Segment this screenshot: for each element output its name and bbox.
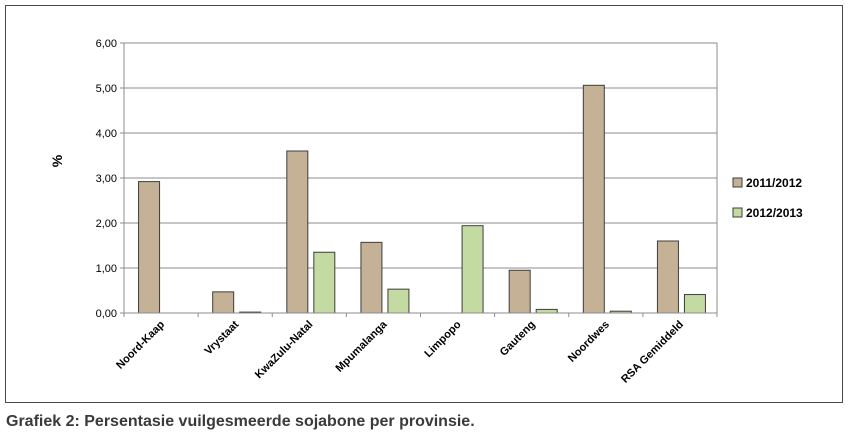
y-tick-label: 5,00: [96, 83, 117, 95]
x-tick-label: Gauteng: [498, 319, 538, 359]
figure-caption: Grafiek 2: Persentasie vuilgesmeerde soj…: [6, 413, 475, 430]
bar-chart: 0,00 1,00 2,00 3,00 4,00 5,00 6,00 Noord-Kaap V…: [49, 38, 803, 386]
gridlines: [124, 42, 717, 269]
bar-2012-2013: [683, 294, 706, 314]
bar-2011-2012: [582, 84, 605, 314]
bar-2011-2012: [138, 181, 161, 314]
x-tick-label: Noord-Kaap: [114, 318, 167, 371]
x-tick-label: Limpopo: [422, 318, 464, 360]
x-tick-label: Noordwes: [566, 319, 612, 365]
x-tick-label: RSA Gemiddeld: [619, 319, 686, 386]
y-tick-label: 0,00: [96, 308, 117, 320]
y-tick-label: 2,00: [96, 218, 117, 230]
axes: [120, 42, 718, 317]
y-tick-label: 6,00: [96, 38, 117, 50]
bar-2011-2012: [508, 269, 531, 314]
bar-2011-2012: [360, 241, 383, 314]
legend-swatch: [732, 177, 743, 188]
x-tick-label: KwaZulu-Natal: [253, 319, 316, 382]
y-tick-labels: 0,00 1,00 2,00 3,00 4,00 5,00 6,00: [96, 38, 117, 320]
bar-2011-2012: [212, 291, 235, 314]
bar-2011-2012: [286, 150, 309, 314]
legend-swatch: [732, 207, 743, 218]
x-tick-labels: Noord-Kaap Vrystaat KwaZulu-Natal Mpumalang…: [114, 318, 686, 386]
legend: 2011/2012 2012/2013: [732, 176, 803, 220]
chart-frame: 0,00 1,00 2,00 3,00 4,00 5,00 6,00 Noord-Kaap V…: [5, 5, 843, 403]
bar-2011-2012: [656, 240, 679, 314]
bar-2012-2013: [313, 251, 336, 314]
bars: [138, 84, 706, 314]
x-tick-label: Mpumalanga: [334, 318, 391, 375]
legend-label: 2012/2013: [746, 206, 803, 220]
bar-2012-2013: [535, 308, 558, 314]
y-tick-label: 1,00: [96, 263, 117, 275]
y-axis-label: %: [49, 154, 65, 167]
y-tick-label: 3,00: [96, 173, 117, 185]
x-tick-label: Vrystaat: [203, 318, 242, 357]
bar-2012-2013: [387, 288, 410, 314]
bar-2012-2013: [461, 225, 484, 314]
y-tick-label: 4,00: [96, 128, 117, 140]
legend-label: 2011/2012: [746, 176, 802, 190]
